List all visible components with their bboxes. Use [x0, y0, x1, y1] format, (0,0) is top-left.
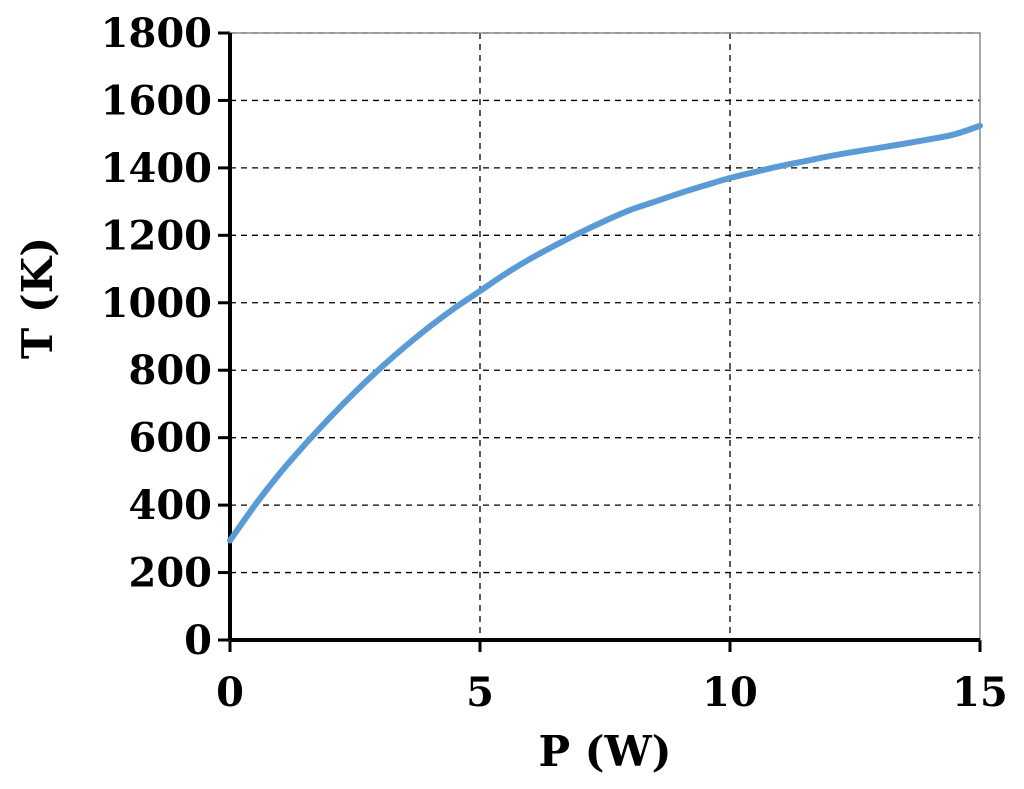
axes — [228, 33, 980, 642]
y-axis-title: T (K) — [13, 237, 62, 359]
y-tick-label: 0 — [184, 617, 212, 664]
y-tick-label: 200 — [129, 550, 213, 597]
series — [227, 122, 983, 544]
y-tick-labels: 0 200 400 600 800 1000 1200 1400 1600 1800 — [101, 10, 212, 664]
y-tick-label: 1600 — [101, 77, 212, 124]
y-tick-label: 1400 — [101, 145, 212, 192]
x-tick-label: 5 — [466, 669, 494, 716]
y-tick-label: 1800 — [101, 10, 212, 57]
x-axis-title: P (W) — [538, 727, 671, 776]
y-tick-label: 1000 — [101, 280, 212, 327]
x-tick-labels: 0 5 10 15 — [216, 669, 1008, 716]
plot-frame — [229, 32, 981, 641]
y-tick-label: 600 — [129, 415, 213, 462]
x-tick-label: 10 — [702, 669, 758, 716]
x-tick-label: 0 — [216, 669, 244, 716]
y-tick-label: 400 — [129, 482, 213, 529]
series-line — [227, 122, 983, 544]
x-tick-label: 15 — [952, 669, 1008, 716]
grid — [218, 31, 982, 652]
y-tick-label: 800 — [129, 347, 213, 394]
y-tick-label: 1200 — [101, 212, 212, 259]
